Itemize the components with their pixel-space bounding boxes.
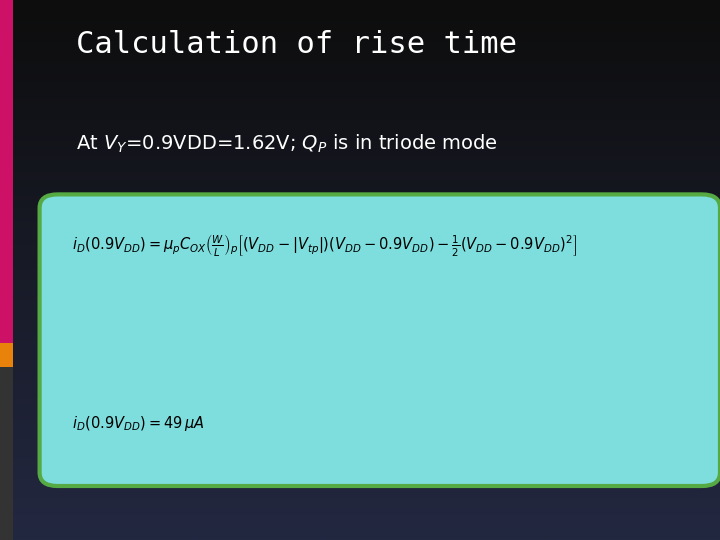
Text: At $V_Y$=0.9VDD=1.62V; $Q_P$ is in triode mode: At $V_Y$=0.9VDD=1.62V; $Q_P$ is in triod…	[76, 132, 498, 154]
Bar	[0, 367, 13, 540]
Text: $i_D(0.9V_{DD}) = \mu_p C_{OX}\left(\frac{W}{L}\right)_p\left[\left(V_{DD}-|V_{t: $i_D(0.9V_{DD}) = \mu_p C_{OX}\left(\fra…	[72, 233, 577, 259]
Bar	[0, 343, 13, 367]
Text: $i_D(0.9V_{DD}) = 49\,\mu A$: $i_D(0.9V_{DD}) = 49\,\mu A$	[72, 414, 204, 434]
Bar	[0, 0, 13, 343]
FancyBboxPatch shape	[40, 194, 720, 486]
Text: Calculation of rise time: Calculation of rise time	[76, 30, 517, 59]
